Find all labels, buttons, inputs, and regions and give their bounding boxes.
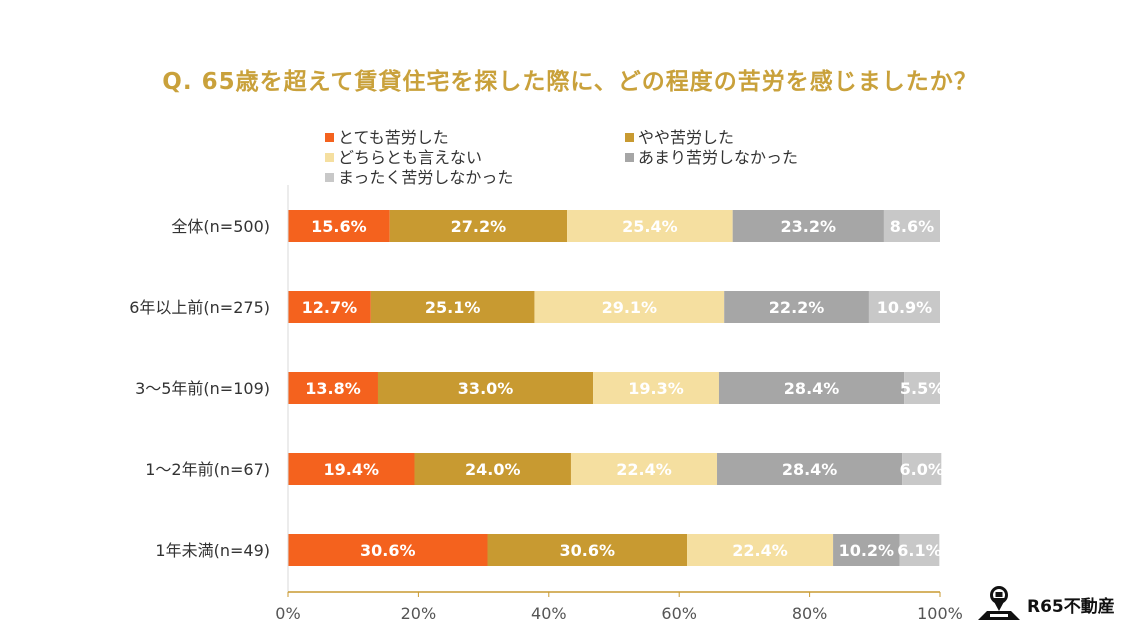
bar-segment [288,291,371,323]
bar-segment [593,372,719,404]
bar-segment [718,372,905,404]
bar-segment [534,291,725,323]
x-tick-label: 100% [917,604,963,623]
data-label: 28.4% [784,379,840,398]
bar-segment [899,534,940,566]
data-label: 10.2% [839,541,895,560]
data-label: 6.1% [897,541,941,560]
data-label: 19.4% [323,460,379,479]
bar-segment [414,453,571,485]
bar-segment [389,210,568,242]
data-label: 6.0% [900,460,944,479]
data-label: 15.6% [311,217,367,236]
bar-segment [732,210,884,242]
pin-map-icon [978,586,1020,620]
data-label: 23.2% [781,217,837,236]
category-label: 1年未満(n=49) [155,541,270,560]
data-label: 19.3% [628,379,684,398]
bar-segment [868,291,940,323]
bar-segment [370,291,535,323]
legend-item: どちらとも言えない [325,148,482,168]
legend-label: やや苦労した [638,128,735,147]
data-label: 22.4% [616,460,672,479]
x-tick-label: 40% [531,604,567,623]
bar-segment [904,372,940,404]
bar-segment [288,453,415,485]
data-label: 30.6% [360,541,416,560]
data-label: 28.4% [782,460,838,479]
legend-item: とても苦労した [325,128,449,148]
legend-swatch [325,173,334,182]
legend-label: まったく苦労しなかった [338,168,514,187]
category-label: 1～2年前(n=67) [145,460,270,479]
x-tick-label: 80% [792,604,828,623]
legend-item: やや苦労した [625,128,734,148]
data-label: 12.7% [302,298,358,317]
category-label: 全体(n=500) [171,217,270,236]
data-label: 13.8% [305,379,361,398]
legend-swatch [625,153,634,162]
bar-segment [487,534,688,566]
data-label: 24.0% [465,460,521,479]
data-label: 22.4% [732,541,788,560]
legend-swatch [325,133,334,142]
category-label: 3～5年前(n=109) [135,379,270,398]
bar-segment [567,210,733,242]
bar-segment [288,372,378,404]
x-tick-label: 0% [275,604,300,623]
bar-segment [902,453,942,485]
data-label: 25.1% [425,298,481,317]
legend: とても苦労した やや苦労したどちらとも言えない あまり苦労しなかったまったく苦労しな… [325,128,885,194]
x-tick-label: 20% [401,604,437,623]
data-label: 33.0% [458,379,514,398]
data-label: 25.4% [622,217,678,236]
chart-title: Q. 65歳を超えて賃貸住宅を探した際に、どの程度の苦労を感じましたか？ [162,69,978,95]
data-label: 8.6% [890,217,934,236]
data-label: 29.1% [602,298,658,317]
bar-segment [570,453,718,485]
bar-segment [288,534,488,566]
legend-label: どちらとも言えない [338,148,483,167]
brand-logo: R65不動産 [975,584,1125,624]
x-tick-label: 60% [661,604,697,623]
brand-name: R65不動産 [1027,597,1115,617]
legend-swatch [625,133,634,142]
data-label: 5.5% [900,379,944,398]
bar-segment [377,372,594,404]
legend-item: まったく苦労しなかった [325,168,513,188]
data-label: 22.2% [769,298,825,317]
legend-item: あまり苦労しなかった [625,148,798,168]
category-label: 6年以上前(n=275) [129,298,270,317]
legend-label: とても苦労した [338,128,449,147]
data-label: 30.6% [560,541,616,560]
data-label: 10.9% [877,298,933,317]
bar-segment [833,534,900,566]
bar-segment [717,453,903,485]
legend-swatch [325,153,334,162]
bar-segment [288,210,390,242]
bar-segment [687,534,834,566]
bar-segment [883,210,940,242]
legend-label: あまり苦労しなかった [638,148,799,167]
data-label: 27.2% [451,217,507,236]
bar-segment [724,291,869,323]
